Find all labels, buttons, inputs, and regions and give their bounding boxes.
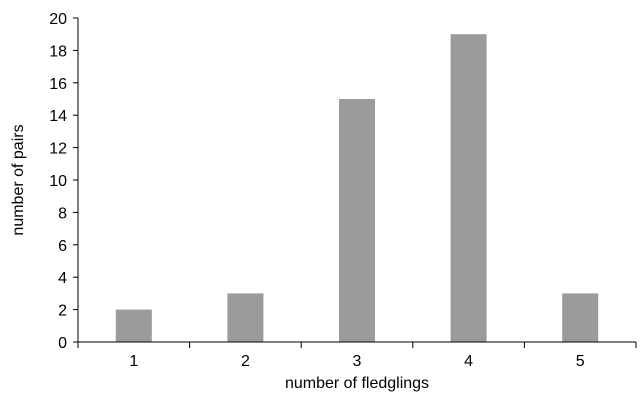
y-tick-label: 16: [49, 76, 67, 93]
y-tick-labels: 0 2 4 6 8 10 12 14 16 18 20: [49, 11, 67, 352]
y-tick-label: 18: [49, 43, 67, 60]
x-tick-label: 3: [353, 353, 362, 370]
x-tick-label: 4: [464, 353, 473, 370]
bar-4: [450, 34, 487, 342]
x-tick-marks: [77, 342, 637, 348]
bars: [115, 34, 599, 342]
y-tick-label: 14: [49, 108, 67, 125]
y-tick-label: 6: [58, 238, 67, 255]
x-tick-label: 1: [129, 353, 138, 370]
x-tick-labels: 1 2 3 4 5: [129, 353, 584, 370]
y-tick-label: 4: [58, 270, 67, 287]
x-tick-label: 5: [576, 353, 585, 370]
bar-2: [227, 293, 264, 342]
x-tick-label: 2: [241, 353, 250, 370]
y-tick-label: 0: [58, 335, 67, 352]
y-tick-marks: [73, 17, 78, 343]
y-tick-label: 10: [49, 173, 67, 190]
bar-1: [115, 309, 152, 342]
y-tick-label: 12: [49, 141, 67, 158]
bar-3: [339, 99, 375, 342]
bar-5: [562, 293, 599, 342]
y-tick-label: 8: [58, 205, 67, 222]
x-axis-title: number of fledglings: [285, 375, 429, 392]
y-axis-title: number of pairs: [10, 124, 27, 235]
y-tick-label: 20: [49, 11, 67, 28]
y-tick-label: 2: [58, 303, 67, 320]
